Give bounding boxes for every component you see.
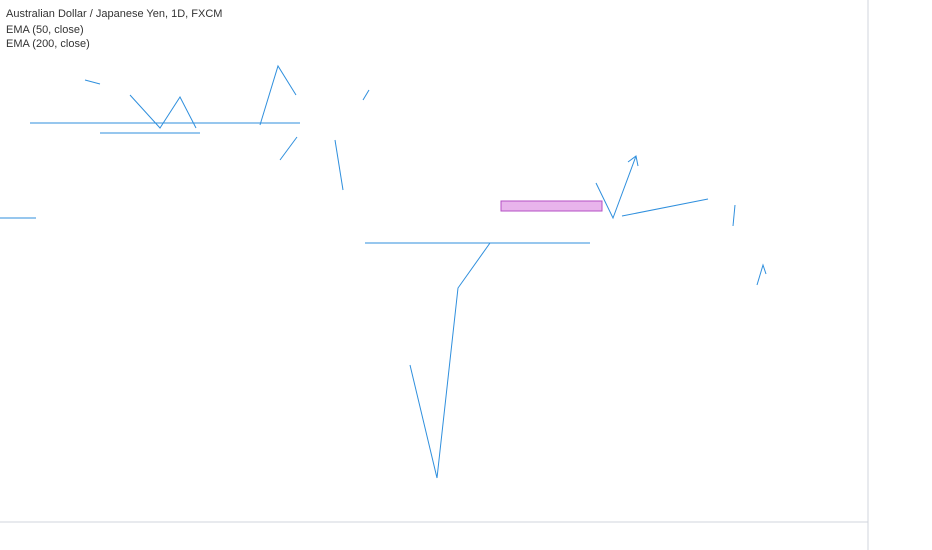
arrow [84,79,101,85]
tp-arrow-path [595,155,637,220]
arrow [279,136,298,161]
tp-arrow [756,263,767,286]
legend-entry: EMA (200, close) [6,38,90,50]
sell-arrow [732,204,736,227]
chart-title: Australian Dollar / Japanese Yen, 1D, FX… [6,8,222,20]
arrow-head [627,155,639,167]
entry-zone [500,200,603,212]
legend-entry: EMA (50, close) [6,24,84,36]
zigzag [409,242,491,479]
zigzag [259,64,297,126]
drawings [0,64,767,479]
buy-arrow [621,198,709,217]
arrow [334,139,344,191]
arrow [362,89,370,101]
zigzag [129,94,197,129]
